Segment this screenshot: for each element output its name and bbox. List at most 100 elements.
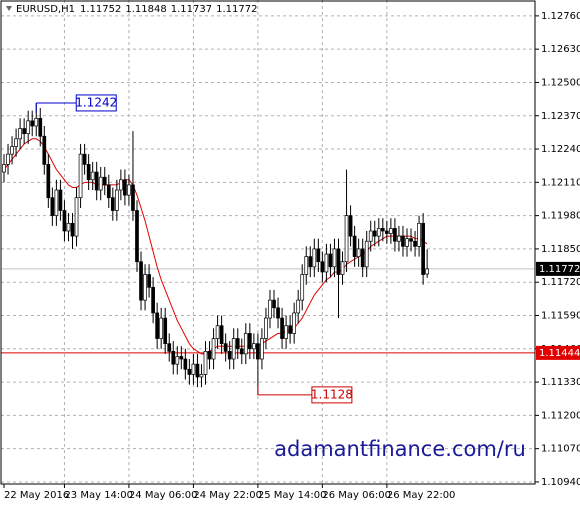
candle-body — [413, 240, 417, 247]
candle-body — [10, 146, 14, 155]
candle-body — [123, 179, 127, 196]
candle-body — [30, 120, 35, 127]
candle-body — [215, 325, 220, 339]
candle-body — [155, 312, 159, 339]
candle-body — [159, 317, 164, 339]
x-tick-label: 26 May 06:00 — [322, 490, 391, 501]
candle-body — [256, 343, 260, 360]
candle-body — [264, 317, 268, 339]
candle-body — [26, 120, 31, 135]
candle-body — [304, 256, 309, 275]
candle-body — [360, 248, 365, 268]
x-tick-label: 22 May 2016 — [4, 490, 69, 501]
candle-body — [389, 228, 393, 234]
candle-body — [219, 325, 224, 345]
candle-body — [203, 350, 208, 375]
candle-body — [86, 164, 91, 181]
candle-body — [227, 350, 232, 360]
candle-body — [22, 128, 26, 135]
bid-label-box — [536, 261, 580, 276]
candle-body — [175, 356, 180, 365]
y-tick-label: 1.12760 — [541, 11, 580, 22]
candle-body — [336, 248, 341, 275]
candle-body — [393, 228, 397, 242]
candle-body — [421, 222, 425, 275]
candle-body — [135, 210, 139, 263]
candle-body — [143, 274, 147, 301]
candle-body — [94, 171, 99, 191]
candle-body — [207, 350, 212, 360]
y-tick-label: 1.12110 — [541, 177, 580, 188]
candle-body — [324, 253, 329, 273]
candle-body — [147, 274, 151, 288]
candle-body — [320, 261, 325, 273]
candle-body — [280, 317, 284, 339]
annotation-box — [311, 386, 353, 404]
candle-body — [62, 210, 67, 232]
candle-body — [199, 374, 204, 378]
y-tick-label: 1.11720 — [541, 277, 580, 288]
y-tick-label: 1.12240 — [541, 144, 580, 155]
candle-body — [50, 197, 55, 216]
candle-body — [195, 363, 200, 378]
candle-body — [231, 338, 236, 360]
y-tick-label: 1.11330 — [541, 377, 580, 388]
annotation-label: 1.1128 — [311, 387, 353, 401]
candle-body — [46, 164, 51, 199]
symbol-icon — [6, 6, 12, 11]
y-tick-label: 1.12500 — [541, 77, 580, 88]
candle-body — [239, 348, 244, 355]
candle-body — [405, 238, 409, 247]
candle-body — [352, 235, 357, 257]
candle-body — [106, 184, 111, 199]
candle-body — [364, 240, 369, 268]
x-tick-label: 25 May 14:00 — [258, 490, 327, 501]
candle-body — [58, 189, 63, 211]
candle-body — [90, 171, 95, 181]
level-label-box — [536, 345, 580, 360]
candle-body — [127, 184, 131, 196]
y-tick-label: 1.11850 — [541, 244, 580, 255]
candle-body — [397, 235, 401, 242]
candle-body — [187, 368, 192, 375]
x-tick-label: 24 May 22:00 — [193, 490, 262, 501]
candle-body — [340, 261, 345, 275]
plot-layer: 1.1242 1.1128 — [1, 0, 535, 484]
candle-body — [401, 235, 405, 247]
candle-body — [308, 256, 313, 268]
candle-body — [252, 343, 256, 350]
candle-body — [66, 222, 71, 232]
candle-body — [385, 230, 389, 234]
candle-body — [54, 189, 59, 216]
candle-body — [98, 176, 103, 191]
last-high: 1.11848 — [125, 4, 166, 15]
plot-frame — [0, 0, 536, 485]
candle-body — [14, 138, 18, 147]
watermark: adamantfinance.com/ru — [274, 437, 526, 461]
candle-body — [348, 215, 353, 237]
candle-body — [131, 184, 135, 211]
candle-body — [272, 299, 276, 309]
candle-body — [171, 350, 176, 365]
candle-body — [139, 261, 143, 301]
candle-body — [276, 307, 280, 319]
bid-label: 1.11772 — [539, 264, 580, 275]
candle-body — [191, 363, 196, 375]
candle-body — [6, 153, 10, 165]
candle-body — [312, 248, 317, 268]
candle-body — [119, 179, 123, 191]
candle-body — [223, 343, 228, 352]
last-low: 1.11737 — [171, 4, 212, 15]
candle-body — [368, 230, 373, 242]
candle-body — [163, 317, 168, 345]
candle-body — [34, 117, 39, 127]
x-tick-label: 26 May 22:00 — [387, 490, 456, 501]
x-tick-label: 23 May 14:00 — [64, 490, 133, 501]
y-tick-label: 1.12370 — [541, 111, 580, 122]
last-open: 1.11752 — [80, 4, 121, 15]
candle-body — [417, 222, 421, 247]
candle-body — [300, 274, 305, 301]
candle-body — [247, 333, 252, 350]
candle-body — [288, 325, 292, 334]
